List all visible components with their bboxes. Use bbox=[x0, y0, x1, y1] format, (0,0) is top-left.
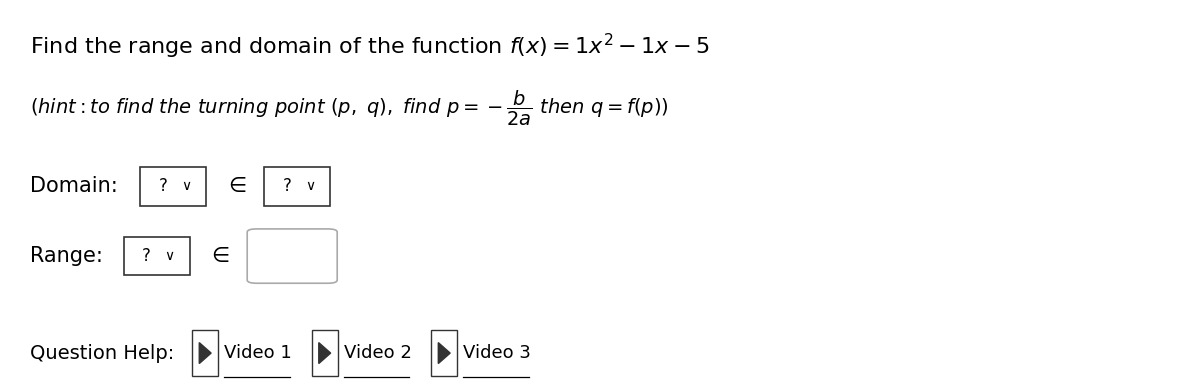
Text: ∨: ∨ bbox=[305, 179, 316, 193]
FancyBboxPatch shape bbox=[247, 229, 337, 283]
FancyBboxPatch shape bbox=[192, 330, 218, 376]
Text: Video 3: Video 3 bbox=[463, 344, 532, 362]
Text: Question Help:: Question Help: bbox=[30, 344, 174, 362]
FancyBboxPatch shape bbox=[140, 167, 206, 206]
Text: ∨: ∨ bbox=[164, 249, 175, 263]
Polygon shape bbox=[319, 343, 331, 364]
Text: Video 2: Video 2 bbox=[344, 344, 412, 362]
Text: ∈: ∈ bbox=[228, 176, 246, 196]
FancyBboxPatch shape bbox=[431, 330, 457, 376]
Text: ?: ? bbox=[158, 177, 168, 195]
FancyBboxPatch shape bbox=[312, 330, 338, 376]
FancyBboxPatch shape bbox=[264, 167, 330, 206]
Text: ?: ? bbox=[282, 177, 292, 195]
Polygon shape bbox=[438, 343, 450, 364]
Text: ∈: ∈ bbox=[211, 246, 229, 266]
Polygon shape bbox=[199, 343, 211, 364]
Text: Range:: Range: bbox=[30, 246, 103, 266]
Text: Video 1: Video 1 bbox=[224, 344, 292, 362]
Text: $(hint: to\ find\ the\ turning\ point\ (p,\ q),\ find\ p = -\dfrac{b}{2a}\ then\: $(hint: to\ find\ the\ turning\ point\ (… bbox=[30, 89, 668, 128]
Text: Find the range and domain of the function $f(x) = 1x^2 - 1x - 5$: Find the range and domain of the functio… bbox=[30, 32, 709, 61]
Text: Domain:: Domain: bbox=[30, 176, 118, 196]
Text: ∨: ∨ bbox=[181, 179, 192, 193]
Text: ?: ? bbox=[142, 247, 151, 265]
FancyBboxPatch shape bbox=[124, 237, 190, 275]
